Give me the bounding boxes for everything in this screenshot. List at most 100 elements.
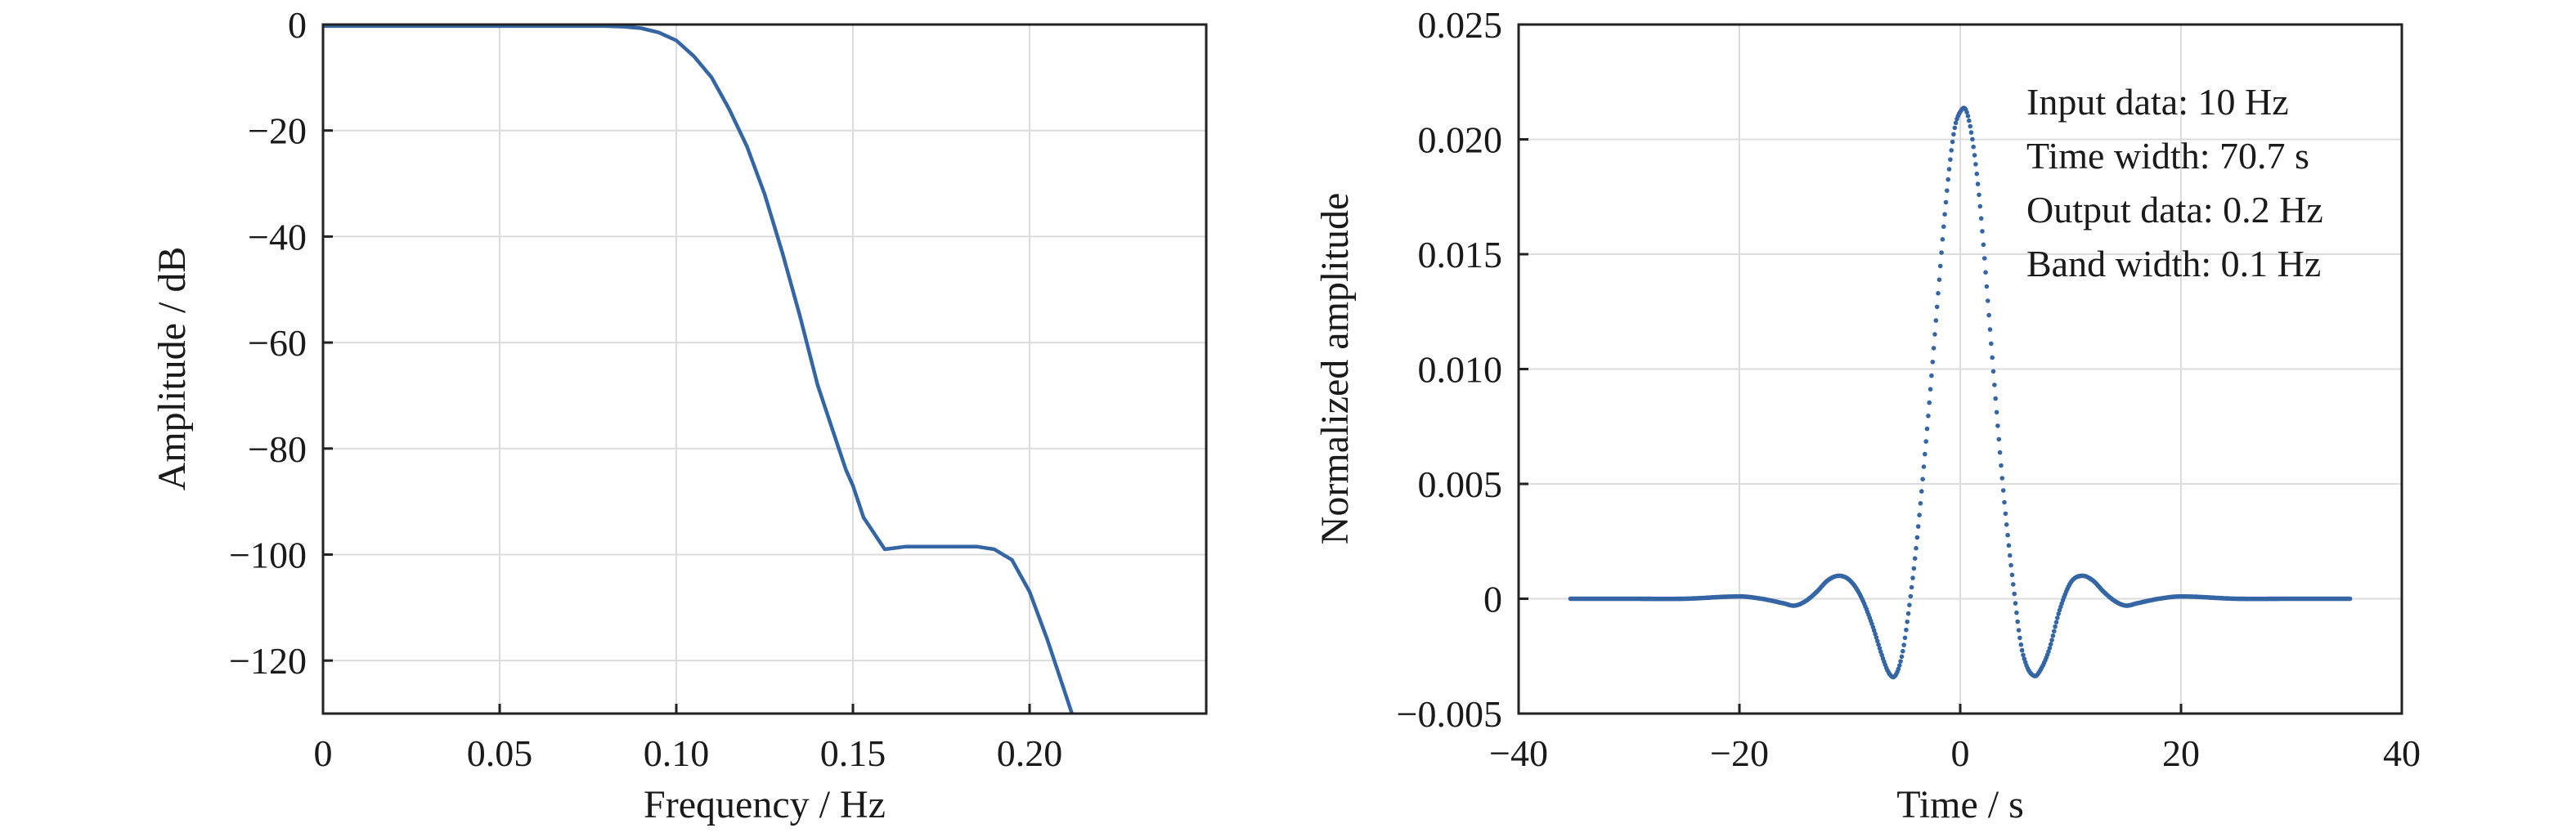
impulse-point — [1904, 627, 1909, 633]
impulse-point — [2006, 543, 2012, 548]
impulse-point — [2049, 638, 2054, 642]
impulse-point — [2017, 635, 2022, 641]
left-y-tick-label: −20 — [248, 110, 307, 152]
impulse-point — [1912, 556, 1918, 561]
right-x-tick-labels: −40 −20 0 20 40 — [1489, 732, 2421, 774]
impulse-point — [1953, 120, 1959, 126]
impulse-point — [1945, 188, 1950, 193]
impulse-point — [1923, 451, 1928, 457]
left-axes-frame — [321, 23, 1208, 715]
impulse-point — [2050, 633, 2056, 638]
impulse-point — [2018, 642, 2024, 647]
left-y-tick-labels: 0 −20 −40 −60 −80 −100 −120 — [229, 4, 307, 682]
impulse-point — [1983, 270, 1988, 275]
impulse-point — [1945, 177, 1950, 182]
impulse-point — [1967, 118, 1972, 123]
impulse-point — [1901, 642, 1906, 647]
right-x-tick-label: −20 — [1710, 732, 1769, 774]
left-y-tick-label: −60 — [248, 322, 307, 364]
impulse-point — [1928, 387, 1933, 392]
impulse-point — [2048, 642, 2053, 647]
impulse-point — [1899, 654, 1905, 660]
right-y-tick-label: 0.015 — [1418, 234, 1503, 275]
amplitude-curve — [323, 25, 1074, 714]
impulse-point — [1990, 369, 1996, 374]
impulse-point — [1950, 139, 1955, 145]
impulse-point — [1926, 414, 1931, 418]
impulse-point — [2055, 615, 2060, 620]
impulse-point — [1917, 512, 1922, 517]
impulse-point — [1901, 648, 1905, 654]
impulse-point — [1990, 355, 1995, 360]
right-x-tick-label: 20 — [2162, 732, 2200, 774]
impulse-point — [1965, 114, 1971, 119]
impulse-point — [2019, 647, 2025, 653]
impulse-point — [1981, 256, 1987, 261]
impulse-point — [1875, 638, 1880, 644]
impulse-point — [1907, 602, 1912, 607]
impulse-point — [1940, 237, 1945, 242]
impulse-point — [1920, 477, 1925, 481]
right-x-tick-label: 40 — [2383, 732, 2421, 774]
impulse-point — [2052, 629, 2057, 633]
right-x-tick-label: −40 — [1489, 732, 1548, 774]
impulse-point — [1936, 291, 1941, 296]
right-y-axis-title: Normalized amplitude — [1313, 193, 1357, 545]
annotation-output-data: Output data: 0.2 Hz — [2026, 189, 2323, 231]
left-x-tick-label: 0.05 — [467, 732, 533, 774]
impulse-point — [1996, 436, 2002, 442]
impulse-point — [2014, 610, 2019, 615]
annotation-band-width: Band width: 0.1 Hz — [2026, 243, 2321, 284]
impulse-point — [1927, 400, 1932, 405]
impulse-point — [1980, 229, 1985, 234]
impulse-point — [2008, 553, 2013, 558]
impulse-point — [1968, 123, 1972, 129]
impulse-point — [2008, 562, 2013, 568]
impulse-point — [1929, 373, 1934, 378]
impulse-response-panel: −40 −20 0 20 40 −0.005 0 0.005 0.010 0.015 0.020 0… — [1313, 4, 2421, 826]
impulse-point — [1993, 396, 1998, 401]
impulse-point — [1941, 224, 1946, 230]
impulse-point — [1934, 304, 1940, 310]
right-y-tick-label: 0.020 — [1418, 119, 1503, 161]
impulse-points — [1568, 105, 2353, 680]
impulse-point — [1908, 593, 1914, 599]
impulse-point — [1930, 360, 1936, 365]
right-y-tick-label: 0.005 — [1418, 463, 1503, 505]
impulse-point — [1933, 318, 1939, 323]
impulse-point — [2056, 611, 2061, 616]
impulse-point — [1975, 181, 1981, 186]
impulse-point — [1986, 298, 1990, 303]
impulse-point — [2011, 582, 2016, 587]
left-y-tick-label: −40 — [248, 216, 307, 257]
impulse-point — [1970, 137, 1975, 142]
impulse-point — [1915, 524, 1921, 529]
impulse-point — [2013, 601, 2018, 606]
left-x-tick-label: 0.20 — [997, 732, 1063, 774]
impulse-point — [1999, 476, 2005, 481]
impulse-point — [1951, 132, 1956, 137]
impulse-point — [1968, 130, 1974, 135]
right-x-axis-title: Time / s — [1896, 783, 2024, 826]
amplitude-response-panel: 0 0.05 0.10 0.15 0.20 0−20−40−60−80−100−120 … — [150, 4, 1208, 826]
right-x-tick-label: 0 — [1951, 732, 1970, 774]
left-x-tick-labels: 0 0.05 0.10 0.15 0.20 — [314, 732, 1063, 774]
left-y-axis-title: Amplitude / dB — [150, 247, 194, 491]
impulse-point — [1937, 263, 1943, 269]
impulse-point — [2047, 646, 2053, 651]
impulse-point — [1971, 144, 1976, 150]
impulse-point — [1952, 125, 1958, 131]
impulse-point — [2000, 488, 2006, 493]
impulse-point — [1977, 204, 1983, 209]
impulse-point — [2009, 572, 2015, 578]
impulse-point — [1974, 171, 1980, 177]
impulse-point — [1914, 535, 1920, 540]
left-y-tick-label: −100 — [229, 534, 307, 575]
right-y-tick-labels: −0.005 0 0.005 0.010 0.015 0.020 0.025 — [1397, 4, 1502, 735]
right-y-tick-label: 0.010 — [1418, 349, 1503, 391]
annotation-time-width: Time width: 70.7 s — [2026, 135, 2309, 177]
annotation-input-data: Input data: 10 Hz — [2026, 81, 2289, 123]
left-grid — [323, 25, 1206, 714]
impulse-point — [2347, 596, 2353, 602]
impulse-point — [2053, 620, 2059, 624]
